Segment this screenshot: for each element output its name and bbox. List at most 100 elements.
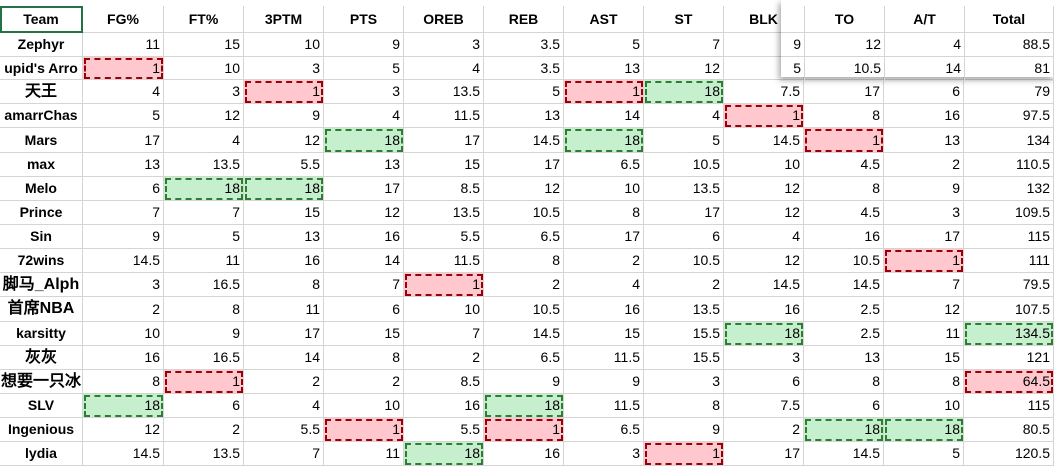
stat-cell[interactable]: 16	[83, 346, 164, 370]
stat-cell[interactable]: 8	[804, 104, 884, 128]
stat-cell[interactable]: 79	[964, 80, 1054, 104]
floating-column-header-total[interactable]: Total	[965, 6, 1054, 33]
stat-cell[interactable]: 4	[83, 80, 164, 104]
stat-cell[interactable]: 11.5	[564, 394, 644, 418]
stat-cell[interactable]: 6	[804, 394, 884, 418]
team-name-cell[interactable]: upid's Arro	[0, 57, 83, 80]
stat-cell[interactable]: 1	[564, 80, 644, 104]
stat-cell[interactable]: 111	[964, 249, 1054, 273]
stat-cell[interactable]: 14	[564, 104, 644, 128]
stat-cell[interactable]: 16.5	[164, 346, 244, 370]
stat-cell[interactable]: 10.5	[484, 201, 564, 225]
stat-cell[interactable]: 18	[324, 128, 404, 153]
stat-cell[interactable]: 18	[804, 418, 884, 442]
stat-cell[interactable]: 11	[324, 442, 404, 466]
stat-cell[interactable]: 3.5	[484, 57, 564, 80]
stat-cell[interactable]: 8	[244, 273, 324, 297]
stat-cell[interactable]: 2.5	[804, 297, 884, 322]
stat-cell[interactable]: 8	[83, 370, 164, 394]
stat-cell[interactable]: 17	[564, 225, 644, 249]
stat-cell[interactable]: 14.5	[724, 128, 804, 153]
stat-cell[interactable]: 9	[884, 177, 964, 201]
stat-cell[interactable]: 13.5	[164, 442, 244, 466]
stat-cell[interactable]: 15	[244, 201, 324, 225]
stat-cell[interactable]: 17	[724, 442, 804, 466]
stat-cell[interactable]: 18	[724, 322, 804, 346]
stat-cell[interactable]: 18	[884, 418, 964, 442]
stat-cell[interactable]: 13.5	[404, 201, 484, 225]
stat-cell[interactable]: 7	[83, 201, 164, 225]
stat-cell[interactable]: 16	[724, 297, 804, 322]
stat-cell[interactable]: 4.5	[804, 153, 884, 177]
column-header-fg-[interactable]: FG%	[83, 6, 164, 33]
stat-cell[interactable]: 14	[324, 249, 404, 273]
stat-cell[interactable]: 11.5	[404, 104, 484, 128]
team-name-cell[interactable]: 灰灰	[0, 346, 83, 370]
stat-cell[interactable]: 12	[324, 201, 404, 225]
stat-cell[interactable]: 8	[804, 177, 884, 201]
team-name-cell[interactable]: 首席NBA	[0, 297, 83, 322]
stat-cell[interactable]: 8	[644, 394, 724, 418]
stat-cell[interactable]: 5.5	[404, 418, 484, 442]
stat-cell[interactable]: 110.5	[964, 153, 1054, 177]
stat-cell[interactable]: 1	[884, 249, 964, 273]
stat-cell[interactable]: 5	[781, 57, 805, 81]
team-name-cell[interactable]: 天王	[0, 80, 83, 104]
stat-cell[interactable]: 9	[324, 33, 404, 57]
team-name-cell[interactable]: lydia	[0, 442, 83, 466]
stat-cell[interactable]: 16	[884, 104, 964, 128]
stat-cell[interactable]: 13.5	[644, 297, 724, 322]
stat-cell[interactable]: 15	[404, 153, 484, 177]
stat-cell[interactable]: 9	[83, 225, 164, 249]
stat-cell[interactable]: 10	[324, 394, 404, 418]
stat-cell[interactable]: 6	[164, 394, 244, 418]
team-name-cell[interactable]: SLV	[0, 394, 83, 418]
stat-cell[interactable]: 6	[724, 370, 804, 394]
stat-cell[interactable]: 16	[244, 249, 324, 273]
stat-cell[interactable]: 1	[724, 104, 804, 128]
stat-cell[interactable]: 18	[164, 177, 244, 201]
stat-cell[interactable]: 15	[324, 322, 404, 346]
stat-cell[interactable]: 2	[324, 370, 404, 394]
floating-column-header-a-t[interactable]: A/T	[885, 6, 965, 33]
stat-cell[interactable]: 9	[564, 370, 644, 394]
stat-cell[interactable]: 2	[484, 273, 564, 297]
stat-cell[interactable]: 17	[644, 201, 724, 225]
stat-cell[interactable]: 2	[724, 418, 804, 442]
stat-cell[interactable]: 12	[724, 249, 804, 273]
stat-cell[interactable]: 6.5	[564, 418, 644, 442]
stat-cell[interactable]: 3	[324, 80, 404, 104]
stat-cell[interactable]: 12	[805, 33, 885, 57]
stat-cell[interactable]: 13.5	[404, 80, 484, 104]
stat-cell[interactable]: 18	[83, 394, 164, 418]
stat-cell[interactable]: 17	[804, 80, 884, 104]
stat-cell[interactable]: 13	[324, 153, 404, 177]
stat-cell[interactable]: 10	[884, 394, 964, 418]
stat-cell[interactable]: 10.5	[644, 249, 724, 273]
stat-cell[interactable]: 134.5	[964, 322, 1054, 346]
stat-cell[interactable]: 4	[324, 104, 404, 128]
stat-cell[interactable]: 13	[884, 128, 964, 153]
stat-cell[interactable]: 17	[324, 177, 404, 201]
stat-cell[interactable]: 13.5	[644, 177, 724, 201]
stat-cell[interactable]: 11	[244, 297, 324, 322]
stat-cell[interactable]: 1	[404, 273, 484, 297]
stat-cell[interactable]: 2	[83, 297, 164, 322]
stat-cell[interactable]: 64.5	[964, 370, 1054, 394]
stat-cell[interactable]: 9	[484, 370, 564, 394]
stat-cell[interactable]: 4	[885, 33, 965, 57]
stat-cell[interactable]: 2.5	[804, 322, 884, 346]
stat-cell[interactable]: 8	[324, 346, 404, 370]
stat-cell[interactable]: 7.5	[724, 394, 804, 418]
stat-cell[interactable]: 14.5	[804, 273, 884, 297]
stat-cell[interactable]: 11.5	[564, 346, 644, 370]
column-header-3ptm[interactable]: 3PTM	[244, 6, 324, 33]
stat-cell[interactable]: 79.5	[964, 273, 1054, 297]
stat-cell[interactable]: 1	[804, 128, 884, 153]
stat-cell[interactable]: 2	[404, 346, 484, 370]
stat-cell[interactable]: 14	[244, 346, 324, 370]
team-name-cell[interactable]: Mars	[0, 128, 83, 153]
stat-cell[interactable]: 4	[644, 104, 724, 128]
stat-cell[interactable]: 97.5	[964, 104, 1054, 128]
team-name-cell[interactable]: Sin	[0, 225, 83, 249]
